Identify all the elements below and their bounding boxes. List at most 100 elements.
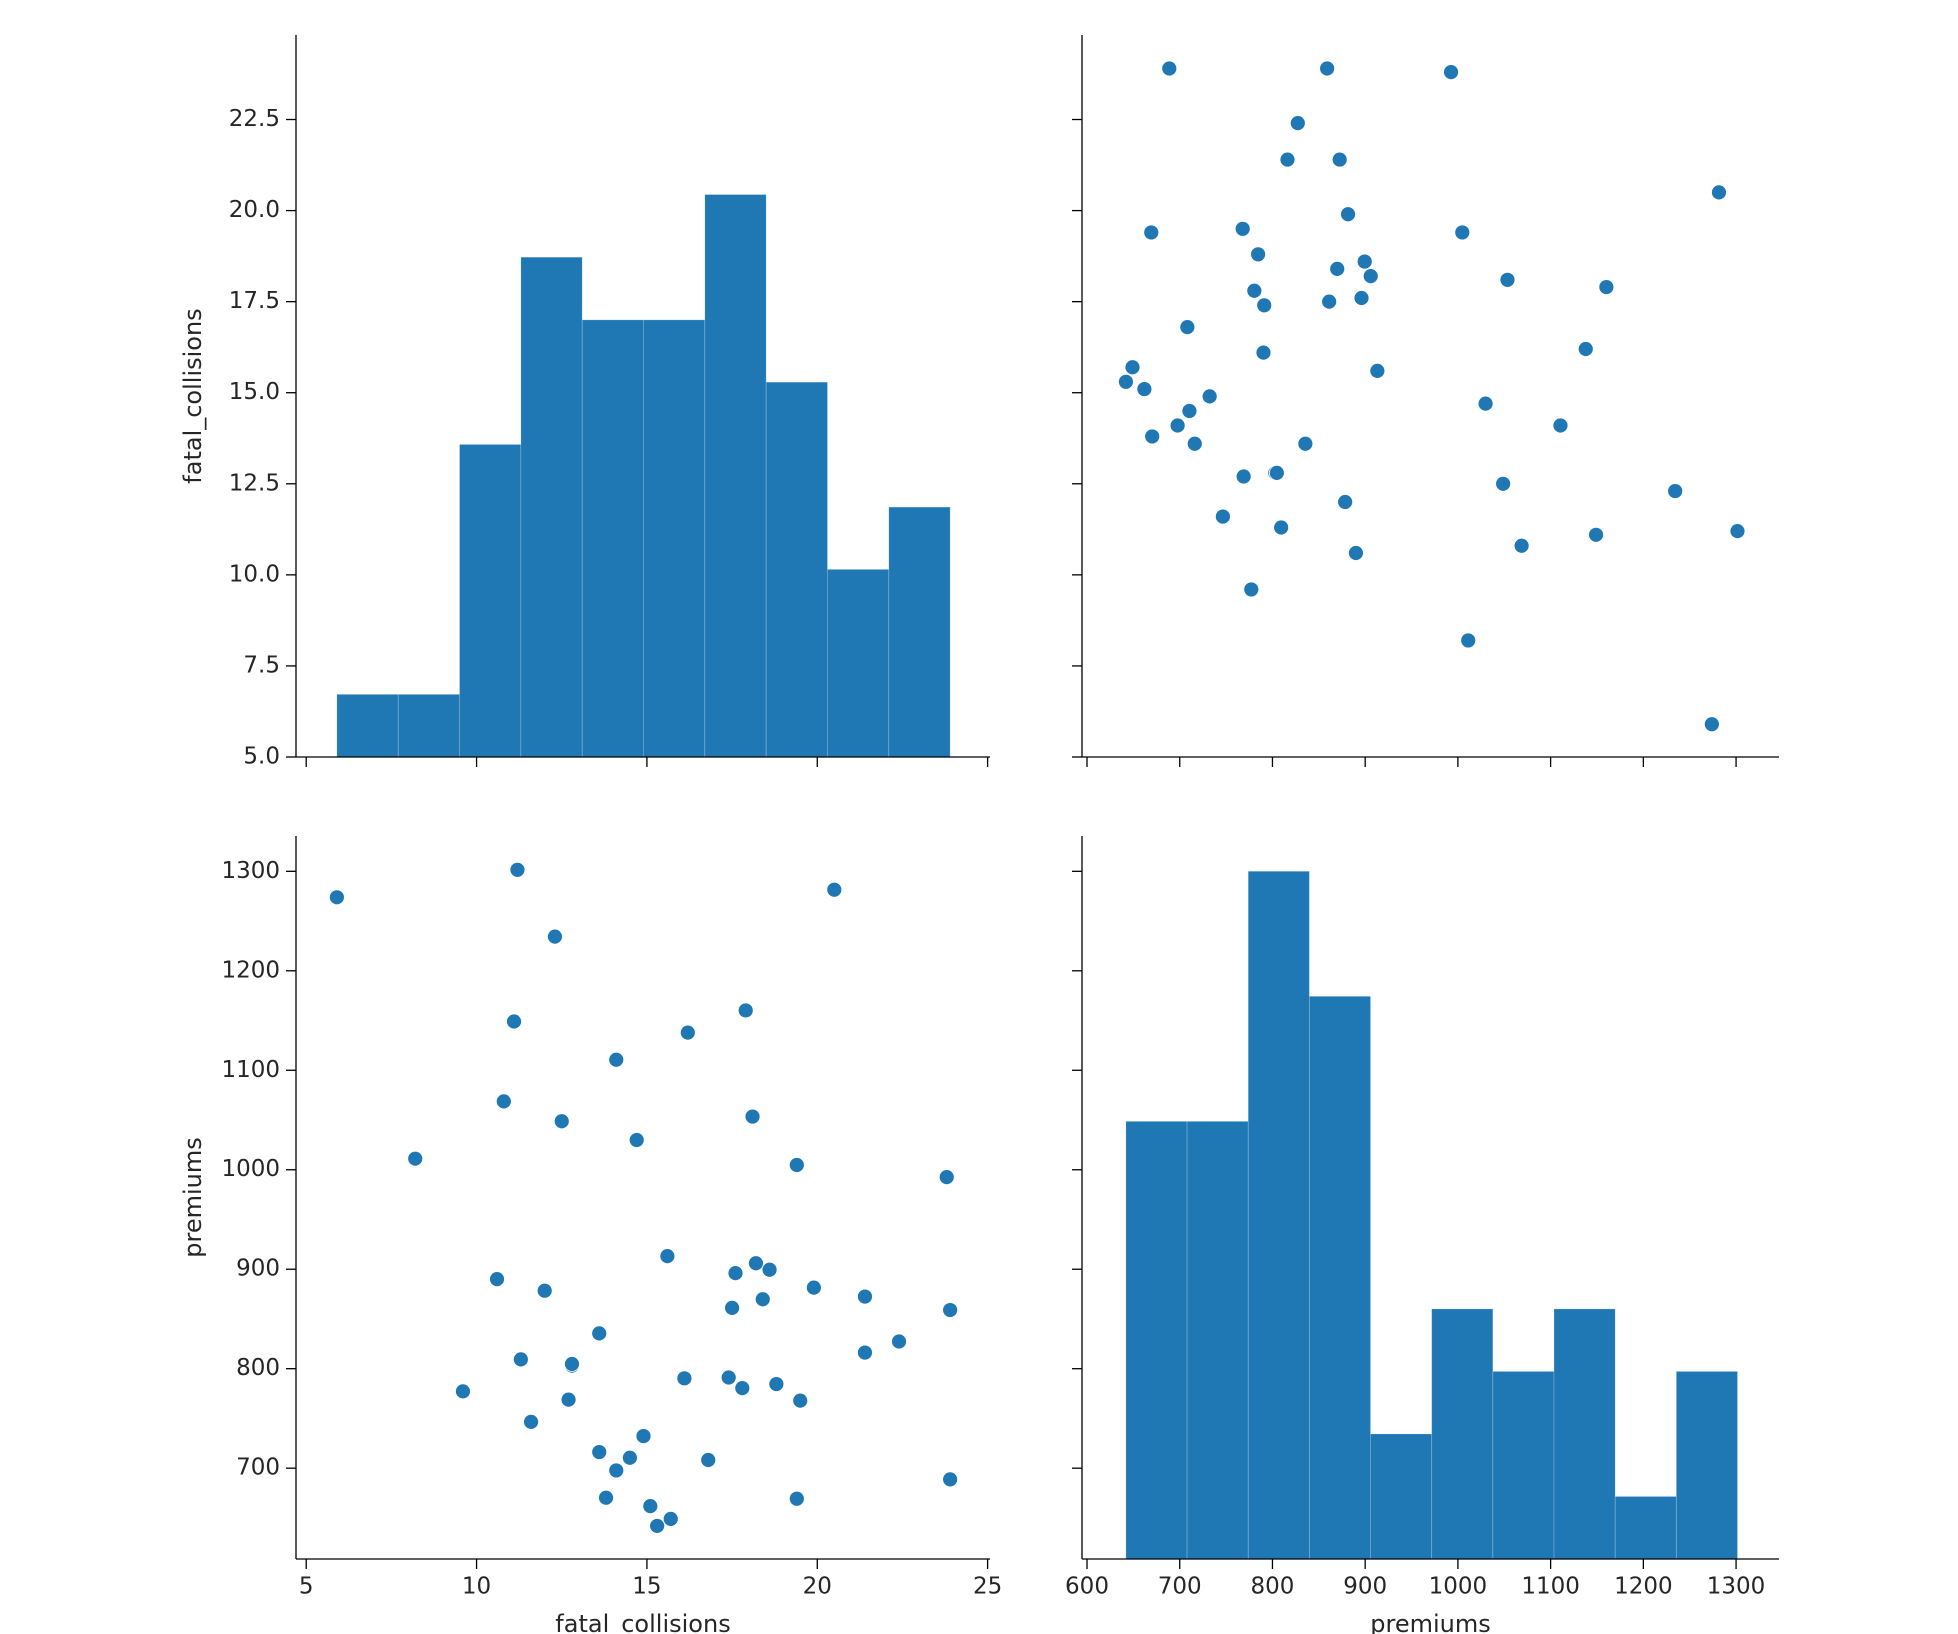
hist-bar xyxy=(1492,1371,1555,1560)
scatter-point xyxy=(720,1369,737,1386)
scatter-point xyxy=(1169,417,1186,434)
scatter-point xyxy=(805,1279,822,1296)
scatter-point xyxy=(1356,253,1373,270)
hist-bar xyxy=(1186,1120,1249,1560)
y-tick-label: 1300 xyxy=(221,858,280,884)
x-tick-label: 1000 xyxy=(1429,1574,1488,1600)
scatter-point xyxy=(1256,297,1273,314)
scatter-point xyxy=(679,1024,696,1041)
scatter-point xyxy=(1297,435,1314,452)
y-tick-label: 1200 xyxy=(221,957,280,983)
scatter-point xyxy=(744,1108,761,1125)
hist-bar xyxy=(888,506,951,758)
scatter-point xyxy=(455,1383,471,1400)
scatter-point xyxy=(591,1325,608,1342)
scatter-point xyxy=(1201,388,1218,405)
scatter-point xyxy=(676,1370,693,1387)
scatter-point xyxy=(512,1351,529,1368)
x-tick-label: 900 xyxy=(1343,1574,1387,1600)
scatter-point xyxy=(1552,417,1569,434)
scatter-point xyxy=(547,928,563,945)
scatter-point xyxy=(700,1452,717,1468)
scatter-point xyxy=(642,1498,659,1514)
scatter-point xyxy=(857,1344,873,1361)
scatter-point xyxy=(1337,494,1354,510)
scatter-point xyxy=(1667,483,1684,499)
hist-bar xyxy=(459,444,522,758)
scatter-point xyxy=(1340,206,1356,223)
x-tick-label: 1200 xyxy=(1614,1574,1673,1600)
scatter-point xyxy=(1279,151,1296,168)
scatter-point xyxy=(754,1291,771,1308)
hist-bar xyxy=(1553,1308,1616,1560)
hist-bar xyxy=(581,319,644,758)
hist-bar xyxy=(765,381,828,758)
scatter-point xyxy=(649,1518,666,1534)
scatter-point xyxy=(1329,260,1346,277)
scatter-point xyxy=(635,1428,652,1444)
scatter-point xyxy=(1460,632,1477,649)
scatter-point xyxy=(788,1157,805,1173)
scatter-point xyxy=(1369,362,1386,379)
scatter-point xyxy=(942,1471,959,1488)
hist-bar xyxy=(520,256,583,758)
scatter-point xyxy=(891,1333,907,1350)
scatter-point xyxy=(1179,319,1196,336)
scatter-point xyxy=(1499,271,1516,288)
scatter-point xyxy=(1186,435,1203,452)
scatter-point xyxy=(1703,716,1720,733)
y-tick-label: 900 xyxy=(236,1256,280,1282)
y-tick-label: 800 xyxy=(236,1355,280,1381)
x-tick-label: 600 xyxy=(1065,1574,1109,1600)
y-tick-label: 7.5 xyxy=(243,652,280,678)
hist-bar xyxy=(1431,1308,1494,1560)
scatter-point xyxy=(1243,581,1260,598)
scatter-point xyxy=(748,1255,764,1272)
scatter-point xyxy=(792,1392,809,1409)
hist-bar xyxy=(1614,1496,1677,1560)
scatter-point xyxy=(608,1051,625,1068)
scatter-point xyxy=(328,889,345,906)
x-tick-label: 700 xyxy=(1158,1574,1202,1600)
scatter-point xyxy=(1321,293,1338,310)
scatter-point xyxy=(506,1013,522,1030)
scatter-point xyxy=(1289,115,1306,132)
hist-bar xyxy=(1370,1433,1433,1560)
scatter-point xyxy=(1118,373,1134,390)
scatter-point xyxy=(536,1282,553,1299)
scatter-point xyxy=(1268,464,1285,481)
scatter-point xyxy=(1143,224,1160,241)
x-tick-label: 20 xyxy=(803,1574,832,1600)
scatter-point xyxy=(768,1376,785,1392)
y-tick-label: 700 xyxy=(236,1455,280,1481)
scatter-point xyxy=(621,1449,638,1466)
scatter-point xyxy=(1348,545,1364,561)
x-axis-label: fatal_collisions xyxy=(555,1610,730,1634)
scatter-point xyxy=(1598,279,1615,295)
y-tick-label: 12.5 xyxy=(229,470,280,496)
scatter-point xyxy=(727,1265,744,1282)
scatter-point xyxy=(1255,344,1272,361)
scatter-point xyxy=(1513,537,1530,554)
scatter-point xyxy=(826,881,843,898)
hist-bar xyxy=(1308,995,1371,1560)
scatter-point xyxy=(1588,526,1604,543)
scatter-point xyxy=(608,1462,625,1479)
x-tick-label: 800 xyxy=(1251,1574,1295,1600)
y-tick-label: 22.5 xyxy=(229,106,280,132)
scatter-point xyxy=(662,1510,679,1527)
scatter-point xyxy=(1495,475,1512,492)
scatter-point xyxy=(489,1271,505,1288)
y-tick-label: 1000 xyxy=(221,1156,280,1182)
scatter-point xyxy=(1362,268,1379,285)
y-tick-label: 15.0 xyxy=(229,379,280,405)
y-axis-label: premiums xyxy=(179,1137,207,1257)
hist-bar xyxy=(336,693,399,758)
scatter-point xyxy=(1234,220,1251,237)
x-tick-label: 5 xyxy=(299,1574,314,1600)
scatter-point xyxy=(509,861,526,878)
scatter-point xyxy=(407,1150,424,1167)
scatter-point xyxy=(1161,60,1178,77)
scatter-point xyxy=(1214,508,1231,525)
